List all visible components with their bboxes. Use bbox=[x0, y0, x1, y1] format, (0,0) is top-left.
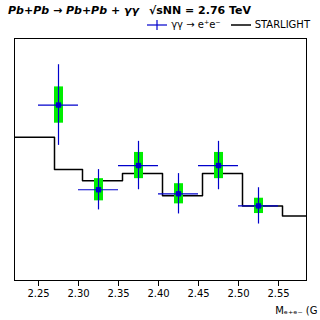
svg-text:Mₑ₊ₑ₋ (G: Mₑ₊ₑ₋ (G bbox=[275, 305, 317, 316]
html-text:STARLIGHT: STARLIGHT bbox=[254, 19, 310, 30]
svg-text:2.40: 2.40 bbox=[147, 288, 169, 299]
svg-text:2.25: 2.25 bbox=[27, 288, 49, 299]
html-text:γγ → e⁺e⁻: γγ → e⁺e⁻ bbox=[171, 19, 221, 30]
html-text:√sNN = 2.76 TeV: √sNN = 2.76 TeV bbox=[148, 4, 252, 17]
svg-text:2.50: 2.50 bbox=[227, 288, 249, 299]
html-text:Pb+Pb → Pb+Pb + γγ: Pb+Pb → Pb+Pb + γγ bbox=[8, 4, 139, 17]
svg-text:2.55: 2.55 bbox=[267, 288, 289, 299]
svg-text:2.30: 2.30 bbox=[67, 288, 89, 299]
svg-text:2.45: 2.45 bbox=[187, 288, 209, 299]
svg-text:2.35: 2.35 bbox=[107, 288, 129, 299]
